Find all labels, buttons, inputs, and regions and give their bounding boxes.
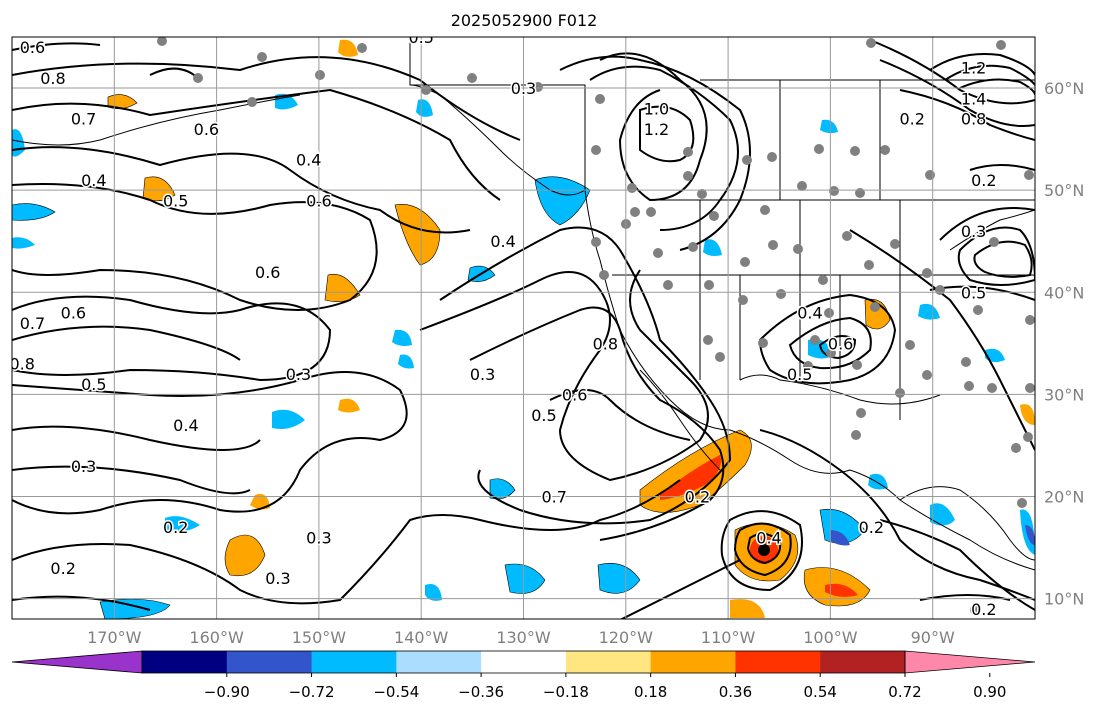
map-title: 2025052900 F012	[451, 11, 598, 30]
contour-label: 0.6	[828, 334, 853, 353]
lat-lon-grid	[12, 37, 1035, 619]
colorbar-frame	[141, 650, 906, 674]
contour-label: 0.3	[71, 457, 96, 476]
contour-label: 0.2	[859, 518, 884, 537]
contour-label: 0.8	[10, 355, 35, 374]
contour-label: 0.3	[961, 222, 986, 241]
lon-tick-label: 90°W	[911, 628, 955, 647]
contour-label: 0.6	[255, 263, 280, 282]
longitude-tick-labels: 170°W 160°W 150°W 140°W 130°W 120°W 110°W 100°W…	[87, 628, 955, 647]
colorbar-tick-label: 0.72	[888, 683, 921, 701]
lon-tick-label: 100°W	[803, 628, 858, 647]
colorbar-tick-label: −0.90	[204, 683, 250, 701]
contour-label: 0.4	[797, 304, 822, 323]
contour-label: 0.2	[971, 600, 996, 619]
colorbar-tick-label: 0.18	[634, 683, 667, 701]
colorbar-tick-label: 0.36	[719, 683, 752, 701]
lon-tick-label: 110°W	[701, 628, 756, 647]
contour-label: 0.2	[685, 487, 710, 506]
colorbar-segment	[735, 651, 821, 673]
contour-label: 0.6	[61, 304, 86, 323]
colorbar	[11, 650, 1036, 674]
contour-label: 0.7	[541, 487, 566, 506]
colorbar-tick-label: −0.72	[289, 683, 335, 701]
latitude-tick-labels: 60°N 50°N 40°N 30°N 20°N 10°N	[1044, 79, 1084, 609]
contour-label: 0.4	[756, 528, 781, 547]
colorbar-tick-label: −0.54	[373, 683, 419, 701]
contour-label: 0.8	[961, 110, 986, 129]
contour-label: 0.3	[470, 365, 495, 384]
contour-label: 0.4	[173, 416, 198, 435]
lon-tick-label: 120°W	[599, 628, 654, 647]
contour-label: 0.7	[71, 110, 96, 129]
contour-label: 0.5	[408, 28, 433, 47]
colorbar-segment	[396, 651, 482, 673]
contour-label: 0.6	[194, 120, 219, 139]
colorbar-segment	[311, 651, 397, 673]
lon-tick-label: 130°W	[496, 628, 551, 647]
colorbar-segment	[226, 651, 313, 673]
station-markers	[157, 37, 1035, 615]
lat-tick-label: 20°N	[1044, 487, 1084, 506]
contour-label: 1.0	[644, 99, 669, 118]
contour-label: 0.5	[163, 191, 188, 210]
lat-tick-label: 10°N	[1044, 590, 1084, 609]
lon-tick-label: 170°W	[87, 628, 142, 647]
contour-label: 1.4	[961, 89, 986, 108]
contour-label: 0.8	[40, 69, 65, 88]
map-area: 0.8 0.7 0.6 0.4 0.5 0.6 0.4 0.6 0.6 0.7 0.8 0.5 0.3 0…	[10, 28, 1035, 619]
contour-label: 0.4	[81, 171, 106, 190]
lat-tick-label: 60°N	[1044, 79, 1084, 98]
contour-label: 0.4	[296, 151, 321, 170]
contour-label: 0.5	[787, 365, 812, 384]
colorbar-extend-low	[11, 650, 143, 674]
lon-tick-label: 160°W	[189, 628, 244, 647]
lon-tick-label: 140°W	[394, 628, 449, 647]
contour-label: 0.5	[531, 406, 556, 425]
contour-label: 0.6	[306, 191, 331, 210]
colorbar-tick-labels: −0.90 −0.72 −0.54 −0.36 −0.18 0.18 0.36 0.54 0.7…	[204, 673, 1006, 701]
colorbar-tick-label: 0.54	[804, 683, 837, 701]
contour-label: 0.5	[81, 375, 106, 394]
contour-label: 0.2	[50, 559, 75, 578]
contour-label: 0.3	[511, 79, 536, 98]
contour-label: 0.6	[20, 38, 45, 57]
contour-label: 0.2	[971, 171, 996, 190]
colorbar-segment	[650, 651, 736, 673]
contour-label: 1.2	[644, 120, 669, 139]
contour-labels: 0.8 0.7 0.6 0.4 0.5 0.6 0.4 0.6 0.6 0.7 0.8 0.5 0.3 0…	[10, 28, 998, 619]
contour-label: 0.3	[265, 569, 290, 588]
lat-tick-label: 40°N	[1044, 283, 1084, 302]
colorbar-extend-high	[904, 650, 1036, 674]
colorbar-segment	[142, 651, 228, 673]
colorbar-tick-label: −0.18	[543, 683, 589, 701]
colorbar-tick-label: −0.36	[458, 683, 504, 701]
contour-label: 0.2	[900, 110, 925, 129]
contour-label: 0.6	[562, 385, 587, 404]
contour-label: 0.3	[286, 365, 311, 384]
contour-label: 1.2	[961, 59, 986, 78]
contour-label: 0.4	[490, 232, 515, 251]
contour-label: 0.3	[306, 528, 331, 547]
contour-label: 0.8	[593, 334, 618, 353]
lat-tick-label: 50°N	[1044, 181, 1084, 200]
lat-tick-label: 30°N	[1044, 385, 1084, 404]
colorbar-segment	[820, 651, 906, 673]
contour-label: 0.5	[961, 283, 986, 302]
contour-label: 0.7	[20, 314, 45, 333]
contour-label: 0.2	[163, 518, 188, 537]
shaded-anomaly-fields	[12, 39, 1035, 619]
lon-tick-label: 150°W	[292, 628, 347, 647]
colorbar-tick-label: 0.90	[973, 683, 1006, 701]
colorbar-segment	[481, 651, 567, 673]
colorbar-segment	[565, 651, 652, 673]
map-frame	[11, 36, 1036, 620]
